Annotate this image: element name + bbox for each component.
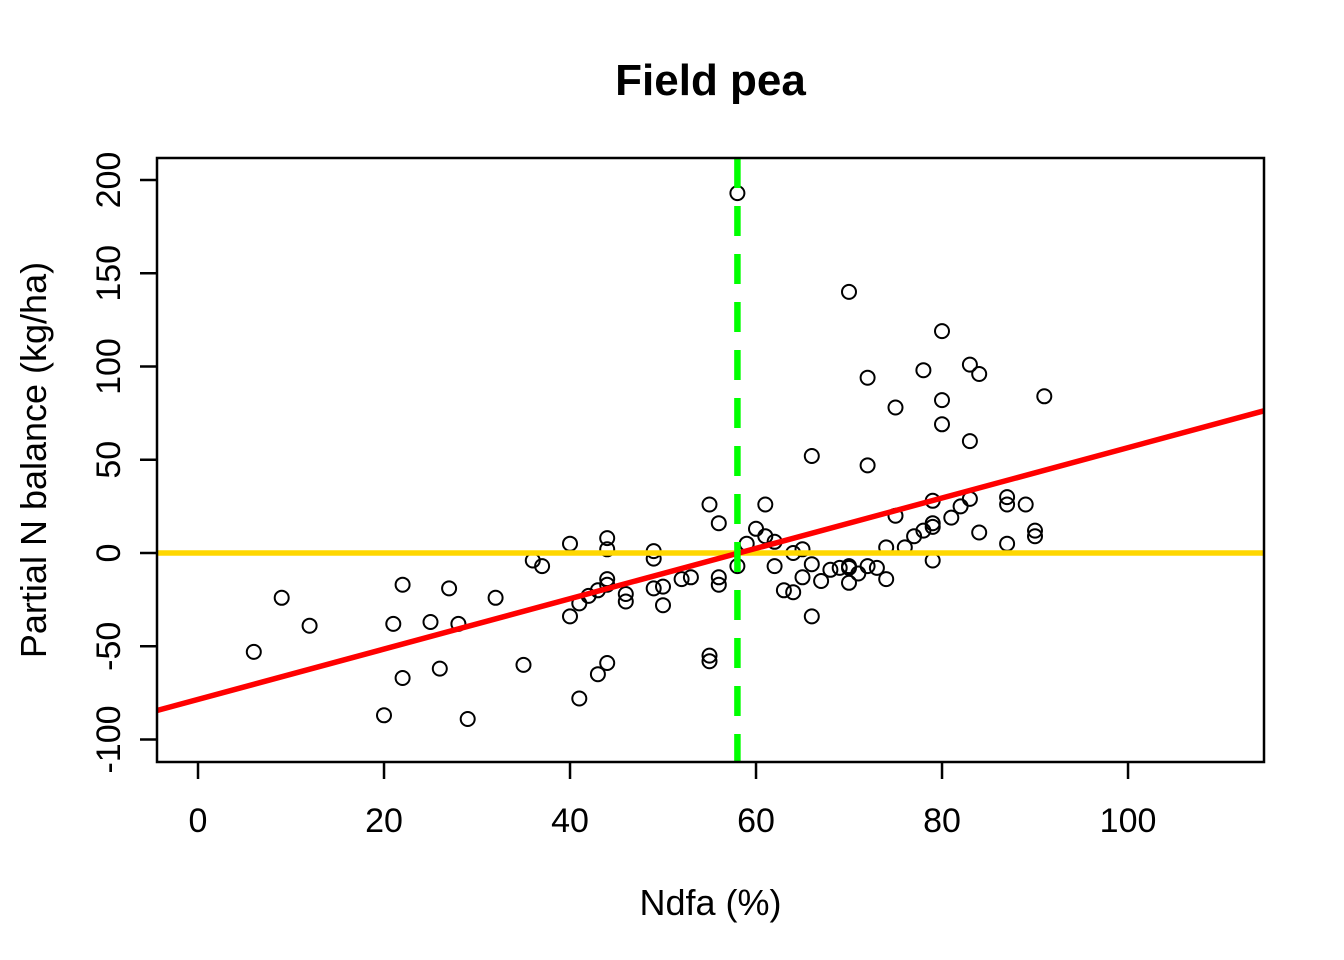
y-tick-label: 50 bbox=[90, 441, 128, 479]
data-point bbox=[459, 711, 476, 727]
data-point bbox=[971, 524, 988, 541]
data-point bbox=[701, 653, 718, 670]
y-tick-label: 100 bbox=[90, 338, 128, 395]
y-tick-label: -100 bbox=[90, 705, 128, 773]
data-point bbox=[710, 569, 727, 586]
data-point bbox=[394, 576, 411, 593]
data-point bbox=[487, 589, 504, 606]
data-point bbox=[971, 366, 988, 382]
data-point bbox=[431, 660, 448, 677]
data-point bbox=[701, 647, 718, 664]
data-point bbox=[441, 580, 458, 597]
y-tick-label: -50 bbox=[90, 622, 128, 671]
data-point bbox=[385, 615, 402, 632]
y-tick-label: 200 bbox=[90, 152, 128, 209]
data-point bbox=[999, 489, 1016, 506]
data-point bbox=[599, 541, 616, 558]
data-point bbox=[841, 574, 857, 591]
data-point bbox=[841, 283, 857, 300]
data-point bbox=[803, 448, 820, 464]
data-point bbox=[617, 586, 634, 602]
data-point bbox=[562, 608, 578, 625]
data-point bbox=[794, 569, 811, 586]
data-point bbox=[859, 369, 876, 386]
data-point bbox=[859, 457, 876, 474]
data-point bbox=[803, 608, 820, 625]
data-point bbox=[617, 593, 634, 610]
data-point bbox=[1036, 388, 1053, 405]
x-tick-label: 40 bbox=[551, 802, 589, 840]
data-point bbox=[589, 666, 606, 683]
data-point bbox=[655, 578, 671, 595]
data-point bbox=[655, 597, 671, 614]
data-point bbox=[831, 559, 848, 576]
data-point bbox=[673, 571, 690, 588]
data-point bbox=[794, 541, 811, 558]
data-point bbox=[766, 558, 783, 575]
data-point bbox=[748, 520, 764, 537]
data-point bbox=[868, 559, 885, 576]
regression-line bbox=[156, 408, 1265, 714]
data-point bbox=[599, 530, 616, 547]
data-point bbox=[822, 561, 839, 578]
data-point bbox=[924, 515, 941, 532]
data-point bbox=[682, 569, 699, 586]
data-point bbox=[599, 655, 616, 671]
data-point bbox=[422, 614, 439, 630]
x-tick-label: 20 bbox=[365, 802, 403, 840]
x-tick-label: 80 bbox=[923, 802, 961, 840]
data-point bbox=[729, 185, 746, 202]
data-point bbox=[394, 670, 411, 686]
data-point bbox=[878, 571, 895, 588]
data-point bbox=[273, 589, 290, 606]
data-point bbox=[952, 498, 969, 515]
data-point bbox=[775, 582, 792, 599]
data-point bbox=[562, 535, 578, 552]
data-point bbox=[999, 535, 1016, 552]
x-axis-label: Ndfa (%) bbox=[639, 882, 782, 923]
data-point bbox=[887, 399, 904, 416]
data-point bbox=[571, 690, 588, 707]
data-point bbox=[301, 617, 318, 634]
data-point bbox=[701, 496, 718, 513]
x-tick-label: 0 bbox=[189, 802, 208, 840]
data-point bbox=[710, 576, 727, 593]
data-point bbox=[859, 558, 876, 575]
data-point bbox=[915, 362, 932, 379]
data-point bbox=[961, 433, 978, 450]
plot-box bbox=[155, 156, 1266, 764]
chart-title: Field pea bbox=[615, 56, 806, 105]
data-point bbox=[245, 643, 262, 660]
data-point bbox=[934, 392, 950, 409]
data-point bbox=[515, 656, 532, 673]
data-point bbox=[1027, 528, 1043, 545]
data-point bbox=[934, 323, 950, 340]
data-point bbox=[934, 416, 950, 433]
x-tick-label: 100 bbox=[1100, 802, 1157, 840]
y-tick-label: 150 bbox=[90, 245, 128, 302]
data-point bbox=[1017, 496, 1034, 513]
y-tick-label: 0 bbox=[90, 544, 128, 563]
data-point bbox=[813, 573, 830, 589]
x-tick-label: 60 bbox=[737, 802, 775, 840]
data-point bbox=[785, 584, 802, 601]
data-point bbox=[645, 580, 662, 597]
data-point bbox=[376, 707, 392, 724]
data-point bbox=[757, 496, 774, 513]
y-axis-label: Partial N balance (kg/ha) bbox=[13, 261, 54, 659]
data-point bbox=[803, 556, 820, 573]
data-point bbox=[710, 515, 727, 532]
data-point bbox=[943, 509, 960, 526]
data-point bbox=[1027, 522, 1043, 539]
data-point bbox=[534, 558, 551, 575]
data-point bbox=[999, 496, 1016, 513]
data-point bbox=[961, 356, 978, 373]
